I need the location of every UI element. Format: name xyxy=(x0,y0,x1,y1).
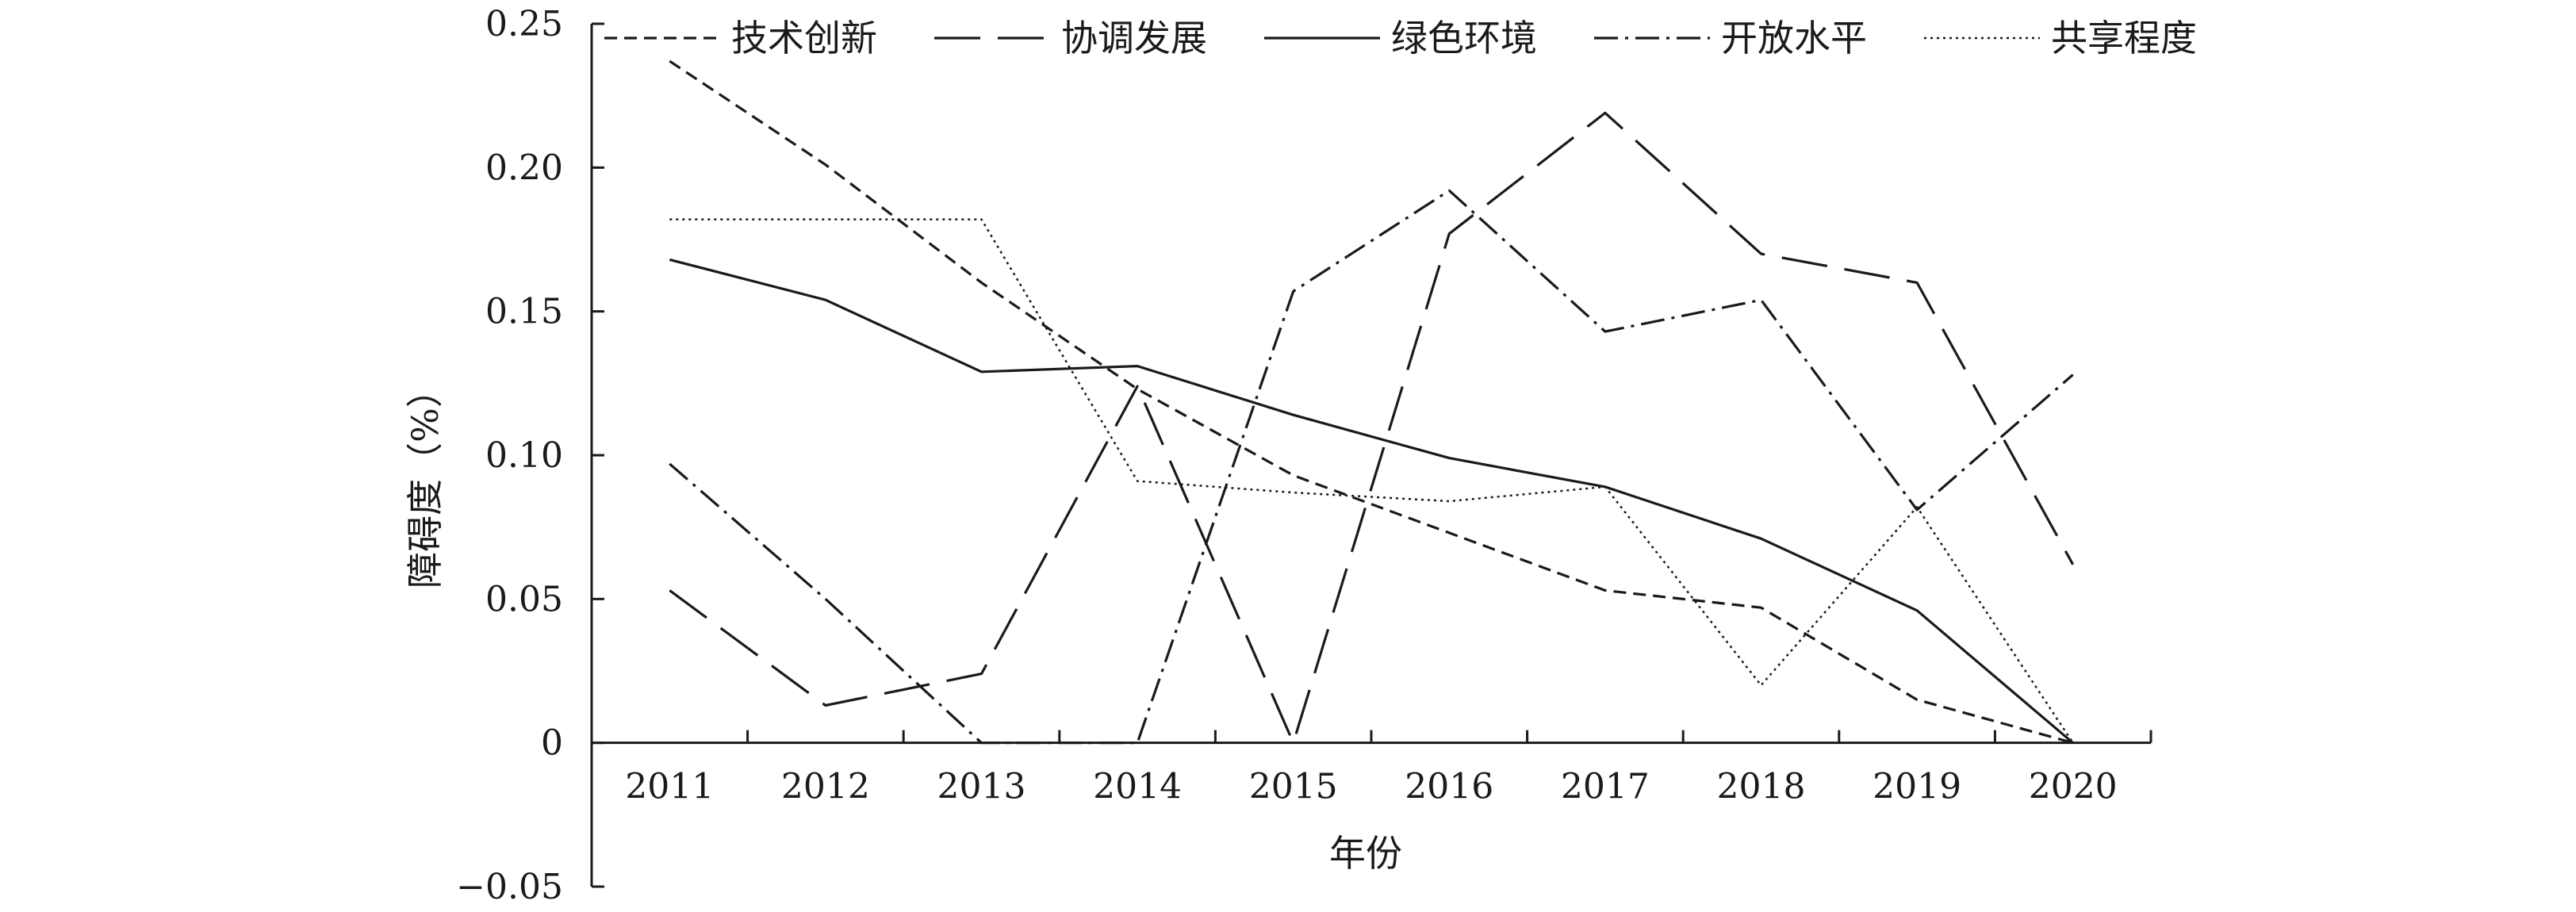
series-lines xyxy=(669,59,2075,745)
x-tick-label: 2015 xyxy=(1249,767,1338,807)
x-tick-label: 2013 xyxy=(937,767,1026,807)
x-tick-label: 2017 xyxy=(1561,767,1650,807)
legend-label: 技术创新 xyxy=(731,17,877,59)
x-tick-label: 2018 xyxy=(1717,767,1806,807)
series-line xyxy=(669,218,2074,744)
x-axis-title: 年份 xyxy=(1329,832,1402,875)
x-tick-label: 2019 xyxy=(1873,767,1961,807)
x-tick-label: 2020 xyxy=(2029,767,2118,807)
y-tick-label: −0.05 xyxy=(456,867,563,907)
x-tick-label: 2011 xyxy=(625,767,714,807)
y-tick-label: 0 xyxy=(541,723,563,764)
legend-label: 协调发展 xyxy=(1061,17,1207,59)
y-tick-label: 0.15 xyxy=(485,292,563,332)
series-line xyxy=(669,111,2075,745)
legend-label: 开放水平 xyxy=(1721,17,1867,59)
axes: −0.05 0 0.05 0.10 0.15 0.20 0.25 2011 2012 2013 20… xyxy=(456,4,2152,907)
series-line xyxy=(669,258,2074,744)
legend-label: 共享程度 xyxy=(2051,17,2197,59)
y-tick-label: 0.20 xyxy=(485,148,563,188)
x-tick-label: 2016 xyxy=(1405,767,1493,807)
y-tick-label: 0.25 xyxy=(485,4,563,44)
x-tick-label: 2012 xyxy=(781,767,870,807)
series-line xyxy=(669,189,2074,745)
legend: 技术创新 协调发展 绿色环境 开放水平 共享程度 xyxy=(604,17,2197,59)
series-line xyxy=(669,59,2074,745)
y-tick-label: 0.10 xyxy=(485,435,563,476)
y-axis-title: 障碍度（%） xyxy=(404,371,447,588)
y-tick-label: 0.05 xyxy=(485,579,563,619)
x-tick-label: 2014 xyxy=(1093,767,1182,807)
legend-label: 绿色环境 xyxy=(1391,17,1537,59)
